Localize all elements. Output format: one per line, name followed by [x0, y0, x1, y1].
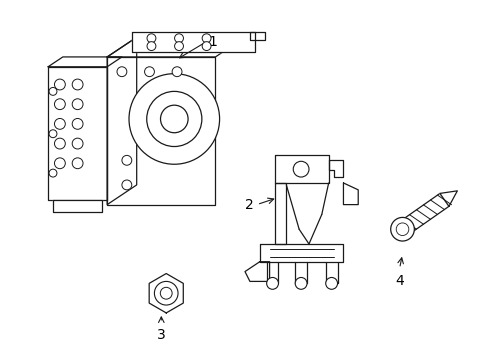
Polygon shape: [107, 57, 215, 204]
Polygon shape: [149, 274, 183, 313]
Circle shape: [146, 91, 202, 147]
Text: 3: 3: [157, 328, 165, 342]
Circle shape: [147, 34, 156, 42]
Circle shape: [129, 74, 219, 164]
Circle shape: [49, 169, 57, 177]
Text: 1: 1: [208, 35, 217, 49]
Circle shape: [72, 138, 83, 149]
Polygon shape: [249, 32, 264, 40]
Circle shape: [266, 278, 278, 289]
Circle shape: [147, 42, 156, 50]
Polygon shape: [397, 193, 448, 236]
Circle shape: [49, 130, 57, 138]
Circle shape: [54, 99, 65, 109]
Polygon shape: [274, 183, 286, 244]
Polygon shape: [48, 67, 107, 200]
Circle shape: [54, 118, 65, 129]
Polygon shape: [107, 37, 137, 204]
Circle shape: [395, 223, 408, 235]
Circle shape: [202, 42, 211, 50]
Circle shape: [160, 105, 188, 133]
Circle shape: [54, 79, 65, 90]
Polygon shape: [259, 244, 343, 262]
Polygon shape: [328, 160, 343, 177]
Circle shape: [154, 282, 178, 305]
Circle shape: [202, 34, 211, 42]
Circle shape: [49, 87, 57, 95]
Text: 4: 4: [394, 274, 403, 288]
Circle shape: [122, 180, 131, 190]
Circle shape: [160, 287, 172, 299]
Circle shape: [72, 99, 83, 109]
Circle shape: [390, 217, 413, 241]
Circle shape: [54, 138, 65, 149]
Polygon shape: [131, 32, 254, 52]
Circle shape: [72, 79, 83, 90]
Circle shape: [172, 67, 182, 77]
Polygon shape: [343, 183, 358, 204]
Polygon shape: [48, 57, 122, 67]
Circle shape: [54, 158, 65, 169]
Circle shape: [122, 156, 131, 165]
Polygon shape: [274, 156, 328, 183]
Circle shape: [117, 67, 126, 77]
Circle shape: [174, 34, 183, 42]
Circle shape: [174, 42, 183, 50]
Circle shape: [72, 158, 83, 169]
Circle shape: [295, 278, 306, 289]
Circle shape: [293, 161, 308, 177]
Polygon shape: [53, 200, 102, 212]
Polygon shape: [439, 191, 456, 206]
Polygon shape: [107, 37, 244, 57]
Circle shape: [144, 67, 154, 77]
Circle shape: [72, 118, 83, 129]
Circle shape: [325, 278, 337, 289]
Text: 2: 2: [244, 198, 253, 212]
Polygon shape: [244, 262, 269, 282]
